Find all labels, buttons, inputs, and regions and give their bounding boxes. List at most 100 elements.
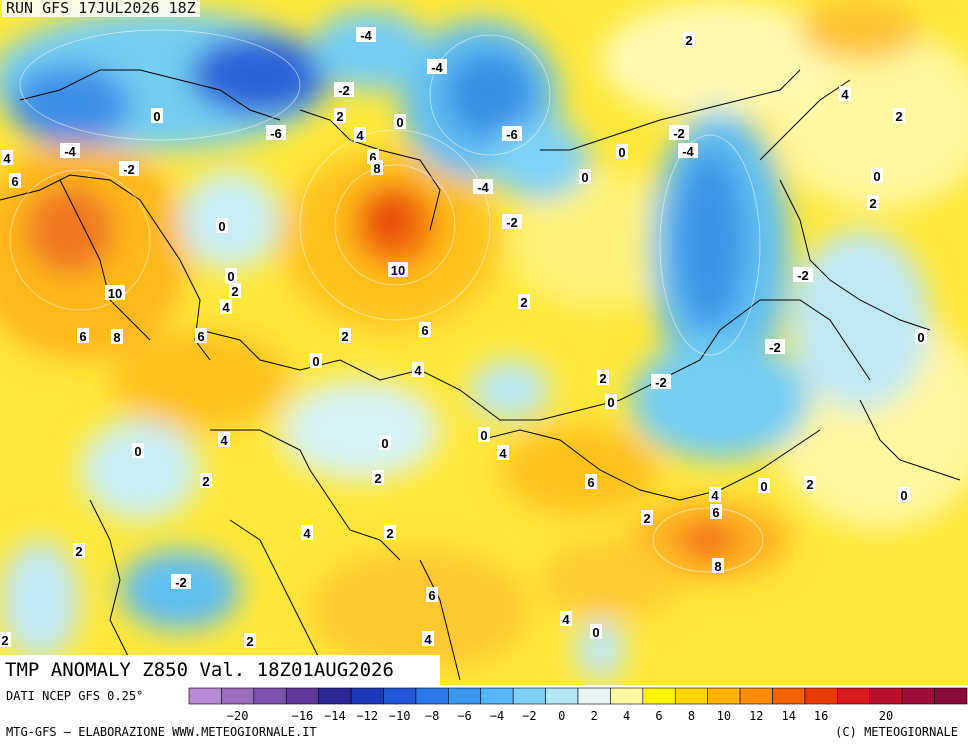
colorbar-tick-label: −10 bbox=[389, 709, 411, 723]
contour-label: 8 bbox=[113, 330, 120, 345]
contour-label-bg bbox=[683, 32, 695, 47]
colorbar-cell bbox=[285, 687, 319, 705]
contour-label-bg bbox=[804, 476, 816, 491]
contour-label-bg bbox=[651, 374, 671, 389]
contour-label-bg bbox=[334, 108, 346, 123]
colorbar-cell bbox=[415, 687, 449, 705]
contour-label: 2 bbox=[75, 544, 82, 559]
contour-label: 6 bbox=[421, 323, 428, 338]
contour-label: 0 bbox=[917, 330, 924, 345]
contour-label: 2 bbox=[341, 329, 348, 344]
contour-label-bg bbox=[560, 611, 572, 626]
contour-label: 2 bbox=[806, 477, 813, 492]
colorbar-tick-label: −8 bbox=[425, 709, 439, 723]
contour-label: 2 bbox=[246, 634, 253, 649]
colorbar-cell bbox=[577, 687, 611, 705]
contour-label-bg bbox=[310, 353, 322, 368]
contour-label: 10 bbox=[391, 263, 405, 278]
contour-label: 2 bbox=[1, 633, 8, 648]
contour-label-bg bbox=[384, 525, 396, 540]
contour-label-bg bbox=[422, 631, 434, 646]
map-canvas: -4-42-2 40 2 0 2-6 4 -6 -2-4 6 0 -44-2 80 06 -42-2010… bbox=[0, 0, 968, 685]
colorbar-cell bbox=[869, 687, 903, 705]
contour-label: 8 bbox=[714, 559, 721, 574]
contour-label-bg bbox=[419, 322, 431, 337]
contour-label-bg bbox=[426, 587, 438, 602]
contour-label: 4 bbox=[222, 300, 230, 315]
anomaly-map: -4 -4 2 -2 4 0 2 0 2 -6 4 -6 -2 -4 6 0 -4 4 -2 8 0 0 6 -4 2 -2 0 10… bbox=[0, 0, 968, 685]
contour-label: 6 bbox=[428, 588, 435, 603]
contour-label-bg bbox=[0, 632, 11, 647]
contour-label: 0 bbox=[873, 169, 880, 184]
contour-label-bg bbox=[893, 108, 905, 123]
contour-label-bg bbox=[502, 126, 522, 141]
contour-label-bg bbox=[132, 443, 144, 458]
colorbar-tick-label: 6 bbox=[655, 709, 662, 723]
contour-label-bg bbox=[478, 427, 490, 442]
colorbar-tick-label: −2 bbox=[522, 709, 536, 723]
contour-label-bg bbox=[579, 169, 591, 184]
colorbar-tick-label: 8 bbox=[688, 709, 695, 723]
colorbar-cell bbox=[674, 687, 708, 705]
contour-label-bg bbox=[301, 525, 313, 540]
contour-label: 0 bbox=[227, 269, 234, 284]
contour-label-bg bbox=[216, 218, 228, 233]
contour-label: 0 bbox=[381, 436, 388, 451]
contour-label: 6 bbox=[11, 174, 18, 189]
colorbar-cell bbox=[318, 687, 352, 705]
contour-label: 4 bbox=[414, 363, 422, 378]
contour-label-bg bbox=[372, 470, 384, 485]
colorbar-tick-label: 16 bbox=[814, 709, 828, 723]
contour-label: 2 bbox=[599, 371, 606, 386]
colorbar-cell bbox=[772, 687, 806, 705]
colorbar-cell bbox=[934, 687, 968, 705]
colorbar-cell bbox=[480, 687, 514, 705]
contour-label-bg bbox=[427, 59, 447, 74]
contour-label-bg bbox=[898, 487, 910, 502]
contour-label: -2 bbox=[655, 375, 667, 390]
credit-line: MTG-GFS – ELABORAZIONE WWW.METEOGIORNALE… bbox=[6, 725, 317, 739]
contour-label: 4 bbox=[303, 526, 311, 541]
contour-label-bg bbox=[371, 160, 383, 175]
contour-label-bg bbox=[60, 143, 80, 158]
contour-label-bg bbox=[266, 125, 286, 140]
copyright: (C) METEOGIORNALE bbox=[835, 725, 958, 739]
contour-label-bg bbox=[77, 328, 89, 343]
contour-label: 4 bbox=[841, 87, 849, 102]
contour-label: -4 bbox=[431, 60, 443, 75]
contour-label-bg bbox=[915, 329, 927, 344]
colorbar-cell bbox=[901, 687, 935, 705]
footer: DATI NCEP GFS 0.25° −20 −16 −14 −12 −10 −8 −6−… bbox=[0, 685, 968, 745]
contour-label: 4 bbox=[220, 433, 228, 448]
colorbar-cell bbox=[610, 687, 644, 705]
contour-label-bg bbox=[867, 195, 879, 210]
colorbar-tick-label: 0 bbox=[558, 709, 565, 723]
colorbar-tick-label: 14 bbox=[781, 709, 795, 723]
contour-label-bg bbox=[765, 339, 785, 354]
colorbar-tick-label: 12 bbox=[749, 709, 763, 723]
colorbar-tick-label: 20 bbox=[879, 709, 893, 723]
contour-label: -6 bbox=[270, 126, 282, 141]
colorbar-cell bbox=[383, 687, 417, 705]
contour-label: 6 bbox=[587, 475, 594, 490]
contour-label-bg bbox=[394, 114, 406, 129]
contour-label: 6 bbox=[712, 505, 719, 520]
contour-label: -2 bbox=[673, 126, 685, 141]
contour-label-bg bbox=[590, 624, 602, 639]
contour-label-bg bbox=[502, 214, 522, 229]
contour-label: 4 bbox=[424, 632, 432, 647]
contour-label-bg bbox=[171, 574, 191, 589]
contour-label-bg bbox=[9, 173, 21, 188]
contour-label: -4 bbox=[64, 144, 76, 159]
contour-label: 2 bbox=[202, 474, 209, 489]
data-source: DATI NCEP GFS 0.25° bbox=[6, 689, 144, 703]
colorbar-cell bbox=[804, 687, 838, 705]
contour-label-bg bbox=[200, 473, 212, 488]
contour-label-bg bbox=[585, 474, 597, 489]
contour-label-bg bbox=[151, 108, 163, 123]
contour-label: 2 bbox=[643, 511, 650, 526]
contour-label: -2 bbox=[769, 340, 781, 355]
contour-label: 6 bbox=[79, 329, 86, 344]
contour-label: 0 bbox=[592, 625, 599, 640]
colorbar-cell bbox=[545, 687, 579, 705]
